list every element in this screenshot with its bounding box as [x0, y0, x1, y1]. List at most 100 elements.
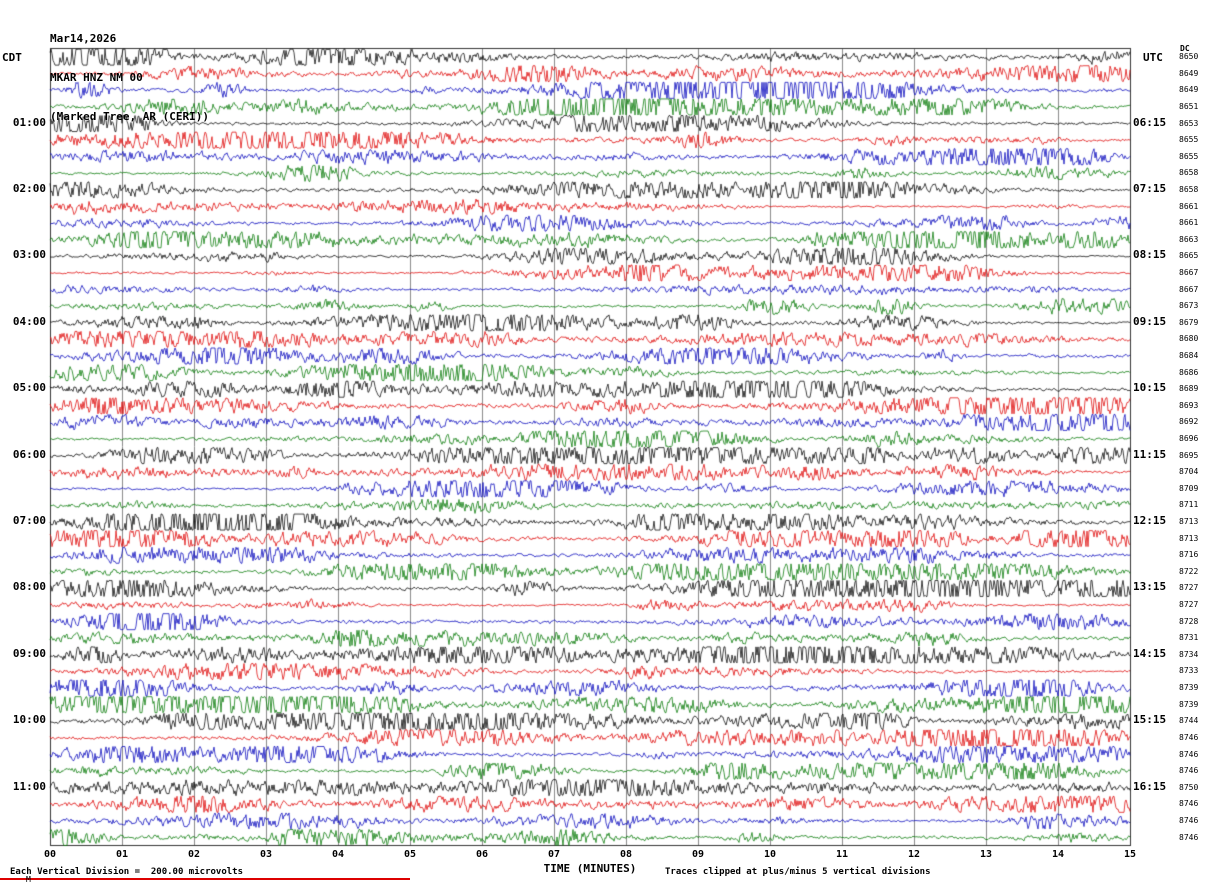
right-hour-label: 09:15	[1133, 314, 1167, 328]
dc-value: 8693	[1179, 400, 1199, 410]
dc-value: 8661	[1179, 201, 1199, 211]
dc-value: 8722	[1179, 566, 1199, 576]
right-hour-label: 06:15	[1133, 115, 1167, 129]
left-hour-label: 04:00	[12, 314, 46, 328]
minute-tick-label: 14	[1051, 849, 1065, 860]
left-hour-label: 03:00	[12, 248, 46, 262]
minute-tick-label: 02	[187, 849, 201, 860]
dc-value: 8667	[1179, 284, 1199, 294]
dc-value: 8663	[1179, 234, 1199, 244]
right-hour-label: 14:15	[1133, 646, 1167, 660]
minute-tick-label: 05	[403, 849, 417, 860]
minute-tick-label: 03	[259, 849, 273, 860]
dc-value: 8661	[1179, 218, 1199, 228]
left-hour-label: 10:00	[12, 713, 46, 727]
right-hour-label: 07:15	[1133, 181, 1167, 195]
dc-value: 8746	[1179, 799, 1199, 809]
dc-value: 8649	[1179, 68, 1199, 78]
dc-value: 8692	[1179, 417, 1199, 427]
dc-value: 8649	[1179, 85, 1199, 95]
dc-value: 8658	[1179, 168, 1199, 178]
footer-underline	[0, 878, 410, 880]
dc-value: 8728	[1179, 616, 1199, 626]
minute-tick-label: 15	[1123, 849, 1137, 860]
dc-value: 8650	[1179, 52, 1199, 62]
dc-value: 8655	[1179, 151, 1199, 161]
minute-tick-label: 11	[835, 849, 849, 860]
minute-tick-label: 07	[547, 849, 561, 860]
corner-mark: M	[26, 875, 31, 884]
dc-value: 8695	[1179, 450, 1199, 460]
minute-tick-label: 08	[619, 849, 633, 860]
dc-value: 8684	[1179, 351, 1199, 360]
title-location: (Marked Tree, AR (CERI))	[50, 110, 209, 123]
dc-value: 8744	[1179, 716, 1199, 726]
dc-value: 8739	[1179, 699, 1199, 709]
dc-value: 8746	[1179, 832, 1199, 842]
right-hour-label: 10:15	[1133, 381, 1167, 395]
left-axis-header: CDT	[2, 51, 22, 64]
minute-tick-label: 10	[763, 849, 777, 860]
left-hour-label: 11:00	[12, 779, 46, 793]
minute-tick-label: 04	[331, 849, 345, 860]
right-hour-label: 16:15	[1133, 779, 1167, 793]
left-hour-label: 05:00	[12, 381, 46, 395]
dc-value: 8655	[1179, 135, 1199, 145]
dc-value: 8746	[1179, 815, 1199, 825]
right-axis-header: UTC	[1143, 51, 1163, 64]
dc-value: 8711	[1179, 500, 1199, 510]
right-hour-label: 11:15	[1133, 447, 1167, 461]
dc-value: 8696	[1179, 434, 1199, 444]
dc-value: 8750	[1179, 782, 1199, 792]
dc-value: 8739	[1179, 683, 1199, 693]
dc-value: 8716	[1179, 550, 1199, 560]
left-hour-label: 08:00	[12, 580, 46, 594]
dc-value: 8653	[1179, 118, 1199, 128]
dc-value: 8746	[1179, 766, 1199, 776]
dc-value: 8667	[1179, 267, 1199, 277]
dc-value: 8665	[1179, 251, 1199, 261]
dc-value: 8727	[1179, 600, 1199, 610]
x-axis-title: TIME (MINUTES)	[543, 862, 637, 875]
left-hour-label: 02:00	[12, 181, 46, 195]
footer-clip-note: Traces clipped at plus/minus 5 vertical …	[665, 867, 931, 877]
dc-value: 8727	[1179, 583, 1199, 593]
dc-value: 8658	[1179, 184, 1199, 194]
minute-tick-label: 00	[43, 849, 57, 860]
dc-value: 8651	[1179, 101, 1199, 111]
page-title: Mar14,2026 MKAR HNZ NM 00 (Marked Tree, …	[50, 6, 209, 149]
dc-value: 8709	[1179, 483, 1199, 493]
minute-tick-label: 01	[115, 849, 129, 860]
right-hour-label: 12:15	[1133, 514, 1167, 528]
dc-value: 8680	[1179, 334, 1199, 344]
minute-tick-label: 06	[475, 849, 489, 860]
left-hour-label: 06:00	[12, 447, 46, 461]
dc-value: 8673	[1179, 301, 1199, 311]
left-hour-label: 07:00	[12, 514, 46, 528]
title-date: Mar14,2026	[50, 32, 117, 45]
right-hour-label: 08:15	[1133, 248, 1167, 262]
dc-value: 8704	[1179, 467, 1199, 477]
right-hour-label: 15:15	[1133, 713, 1167, 727]
dc-value: 8713	[1179, 533, 1199, 543]
dc-value: 8679	[1179, 317, 1199, 327]
dc-value: 8686	[1179, 367, 1199, 377]
title-station: MKAR HNZ NM 00	[50, 71, 143, 84]
dc-value: 8746	[1179, 749, 1199, 759]
dc-column-header: DC	[1180, 44, 1190, 53]
dc-value: 8689	[1179, 384, 1199, 394]
left-hour-label: 09:00	[12, 646, 46, 660]
minute-tick-label: 09	[691, 849, 705, 860]
minute-tick-label: 13	[979, 849, 993, 860]
dc-value: 8734	[1179, 649, 1199, 659]
dc-value: 8713	[1179, 517, 1199, 527]
dc-value: 8731	[1179, 633, 1199, 643]
dc-value: 8746	[1179, 732, 1199, 742]
minute-tick-label: 12	[907, 849, 921, 860]
dc-value: 8733	[1179, 666, 1199, 676]
left-hour-label: 01:00	[12, 115, 46, 129]
footer-scale-note: Each Vertical Division = 200.00 microvol…	[10, 867, 243, 877]
right-hour-label: 13:15	[1133, 580, 1167, 594]
